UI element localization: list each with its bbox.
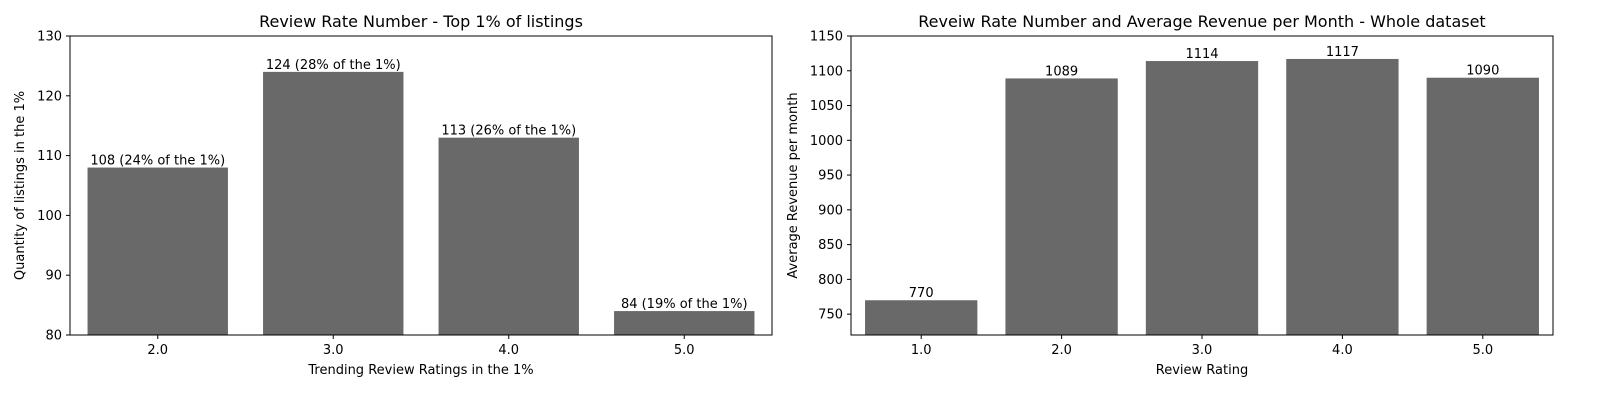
x-axis-label: Trending Review Ratings in the 1% xyxy=(307,363,533,378)
x-tick-label: 1.0 xyxy=(911,343,932,358)
y-tick-label: 1100 xyxy=(810,64,843,79)
y-tick-label: 1050 xyxy=(810,99,843,114)
bar-4.0 xyxy=(1286,58,1399,336)
y-tick-label: 110 xyxy=(37,149,62,164)
y-tick-label: 120 xyxy=(37,89,62,104)
x-tick-label: 2.0 xyxy=(1051,343,1072,358)
chart-panel-2: 750 800 850 900 950 1000 1050 1100 1150 1.0 2.0 3.0… xyxy=(786,12,1554,378)
bar-5.0 xyxy=(614,311,755,335)
x-tick-label: 5.0 xyxy=(674,343,695,358)
y-tick-label: 1150 xyxy=(810,30,843,45)
y-tick-label: 800 xyxy=(818,273,843,288)
bar-2.0 xyxy=(1005,78,1118,335)
y-tick-label: 850 xyxy=(818,238,843,253)
bar-2.0 xyxy=(87,167,228,335)
bar-5.0 xyxy=(1426,77,1539,335)
x-tick-label: 3.0 xyxy=(323,343,344,358)
data-label: 84 (19% of the 1%) xyxy=(621,297,748,312)
data-label: 1090 xyxy=(1466,64,1499,79)
data-label: 1089 xyxy=(1045,64,1078,79)
x-axis-label: Review Rating xyxy=(1156,363,1248,378)
data-label: 1117 xyxy=(1326,45,1359,60)
y-tick-label: 100 xyxy=(37,209,62,224)
x-tick-label: 5.0 xyxy=(1472,343,1493,358)
x-tick-label: 3.0 xyxy=(1192,343,1213,358)
data-label: 113 (26% of the 1%) xyxy=(441,124,576,139)
bar-3.0 xyxy=(1145,61,1259,335)
y-tick-label: 750 xyxy=(818,308,843,323)
data-label: 770 xyxy=(909,286,934,301)
y-tick-label: 90 xyxy=(45,269,62,284)
data-label: 108 (24% of the 1%) xyxy=(90,154,225,169)
y-axis-label: Quantity of listings in the 1% xyxy=(13,91,28,280)
y-axis-label: Average Revenue per month xyxy=(786,92,801,278)
chart-title: Reveiw Rate Number and Average Revenue p… xyxy=(918,12,1485,31)
bar-4.0 xyxy=(438,137,579,335)
x-tick-label: 4.0 xyxy=(498,343,519,358)
y-tick-label: 1000 xyxy=(810,134,843,149)
data-label: 1114 xyxy=(1185,47,1218,62)
y-tick-label: 950 xyxy=(818,169,843,184)
y-tick-label: 900 xyxy=(818,203,843,218)
bar-3.0 xyxy=(263,71,404,335)
x-tick-label: 4.0 xyxy=(1332,343,1353,358)
y-tick-label: 80 xyxy=(45,329,62,344)
data-label: 124 (28% of the 1%) xyxy=(266,58,401,73)
chart-title: Review Rate Number - Top 1% of listings xyxy=(259,12,583,31)
bar-1.0 xyxy=(865,300,978,335)
y-tick-label: 130 xyxy=(37,30,62,45)
x-tick-label: 2.0 xyxy=(147,343,168,358)
chart-panel-1: 80 90 100 110 120 130 2.0 3.0 4.0 5.0 108 (24% of … xyxy=(13,12,773,378)
plot-frame xyxy=(69,35,773,336)
